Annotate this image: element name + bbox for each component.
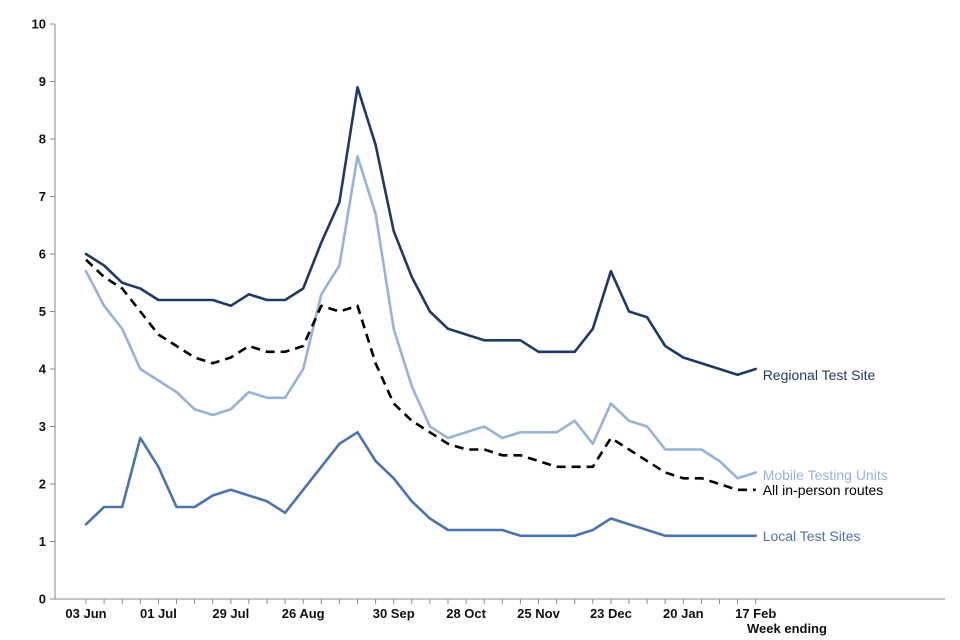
x-axis-title: Week ending: [747, 621, 827, 636]
x-axis-ticks: 03 Jun 01 Jul 29 Jul 26 Aug 30 Sep 28 Oct 25 N…: [65, 599, 776, 621]
series-label: Local Test Sites: [763, 528, 861, 544]
y-tick-label: 2: [39, 477, 46, 492]
series-label: Mobile Testing Units: [763, 467, 888, 483]
series-line-regional-test-site: [84, 86, 758, 377]
y-tick-label: 9: [39, 74, 46, 89]
y-tick-label: 3: [39, 419, 46, 434]
y-tick-label: 10: [32, 17, 46, 32]
x-tick-label: 25 Nov: [517, 606, 560, 621]
series-line-local-test-sites: [84, 430, 758, 538]
series-line-all-in-person-routes: [85, 258, 756, 492]
x-tick-label: 28 Oct: [446, 606, 486, 621]
x-tick-label: 23 Dec: [590, 606, 632, 621]
series-label: Regional Test Site: [763, 367, 876, 383]
y-tick-label: 0: [39, 592, 46, 607]
series-lines: [84, 86, 758, 538]
y-tick-label: 5: [39, 304, 46, 319]
x-tick-label: 26 Aug: [282, 606, 325, 621]
x-tick-label: 03 Jun: [65, 606, 106, 621]
y-tick-label: 7: [39, 189, 46, 204]
y-tick-label: 1: [39, 534, 46, 549]
x-tick-label: 29 Jul: [212, 606, 249, 621]
series-labels: Regional Test Site Mobile Testing UnitsAl…: [763, 367, 888, 544]
series-line-mobile-testing-units: [84, 155, 758, 480]
x-tick-label: 30 Sep: [373, 606, 415, 621]
x-tick-label: 17 Feb: [735, 606, 776, 621]
y-axis-ticks: 0 1 2 3 4 5 6 7 8 9 10: [32, 17, 55, 607]
y-tick-label: 6: [39, 247, 46, 262]
series-label: All in-person routes: [763, 482, 884, 498]
y-tick-label: 8: [39, 132, 46, 147]
x-tick-label: 01 Jul: [140, 606, 177, 621]
x-tick-label: 20 Jan: [663, 606, 704, 621]
y-tick-label: 4: [39, 362, 47, 377]
